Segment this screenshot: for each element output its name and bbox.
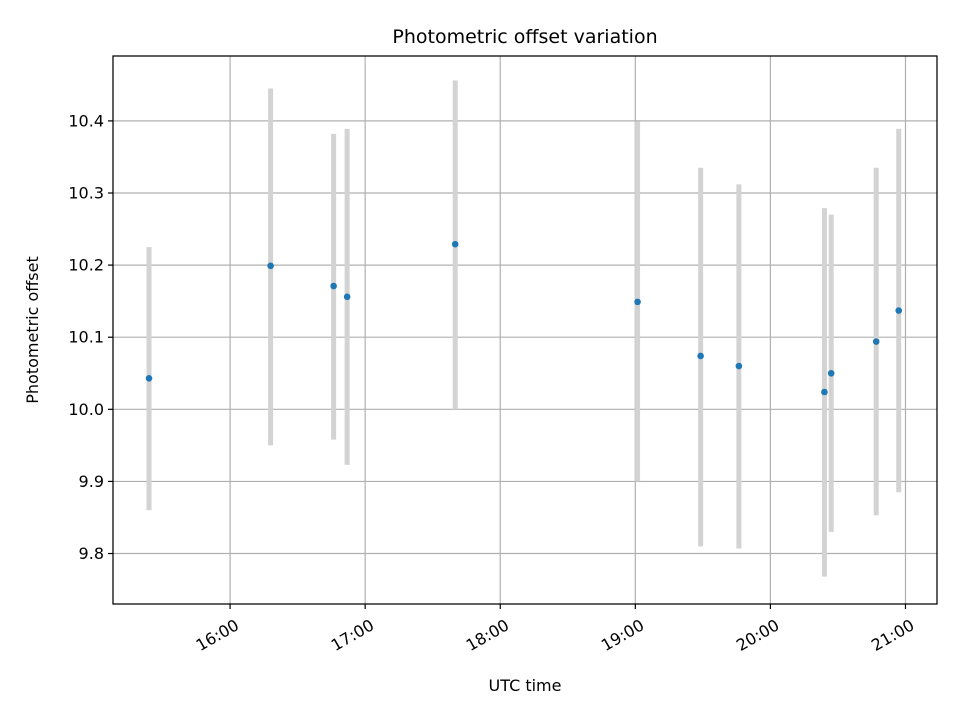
y-tick-label: 10.4 [68, 111, 104, 130]
data-point [697, 352, 704, 360]
data-point [267, 262, 274, 270]
data-point [827, 369, 835, 377]
data-point [343, 293, 351, 301]
y-tick-label: 10.3 [68, 184, 104, 203]
data-point [735, 362, 743, 370]
x-axis-label: UTC time [489, 676, 562, 695]
data-point [451, 240, 459, 248]
y-tick-label: 10.0 [68, 400, 104, 419]
y-tick-label: 10.1 [68, 328, 104, 347]
data-point [634, 298, 641, 306]
y-tick-label: 10.2 [68, 256, 104, 275]
plot-frame [112, 55, 938, 605]
data-point [330, 282, 337, 290]
y-axis-label: Photometric offset [23, 256, 42, 404]
data-point [872, 338, 880, 345]
data-point [821, 388, 828, 396]
chart-title: Photometric offset variation [392, 26, 657, 48]
data-point [895, 307, 903, 314]
data-points [145, 240, 903, 396]
grid [113, 56, 937, 604]
y-tick-label: 9.8 [79, 544, 104, 563]
y-tick-label: 9.9 [79, 472, 104, 491]
data-point [145, 375, 153, 382]
